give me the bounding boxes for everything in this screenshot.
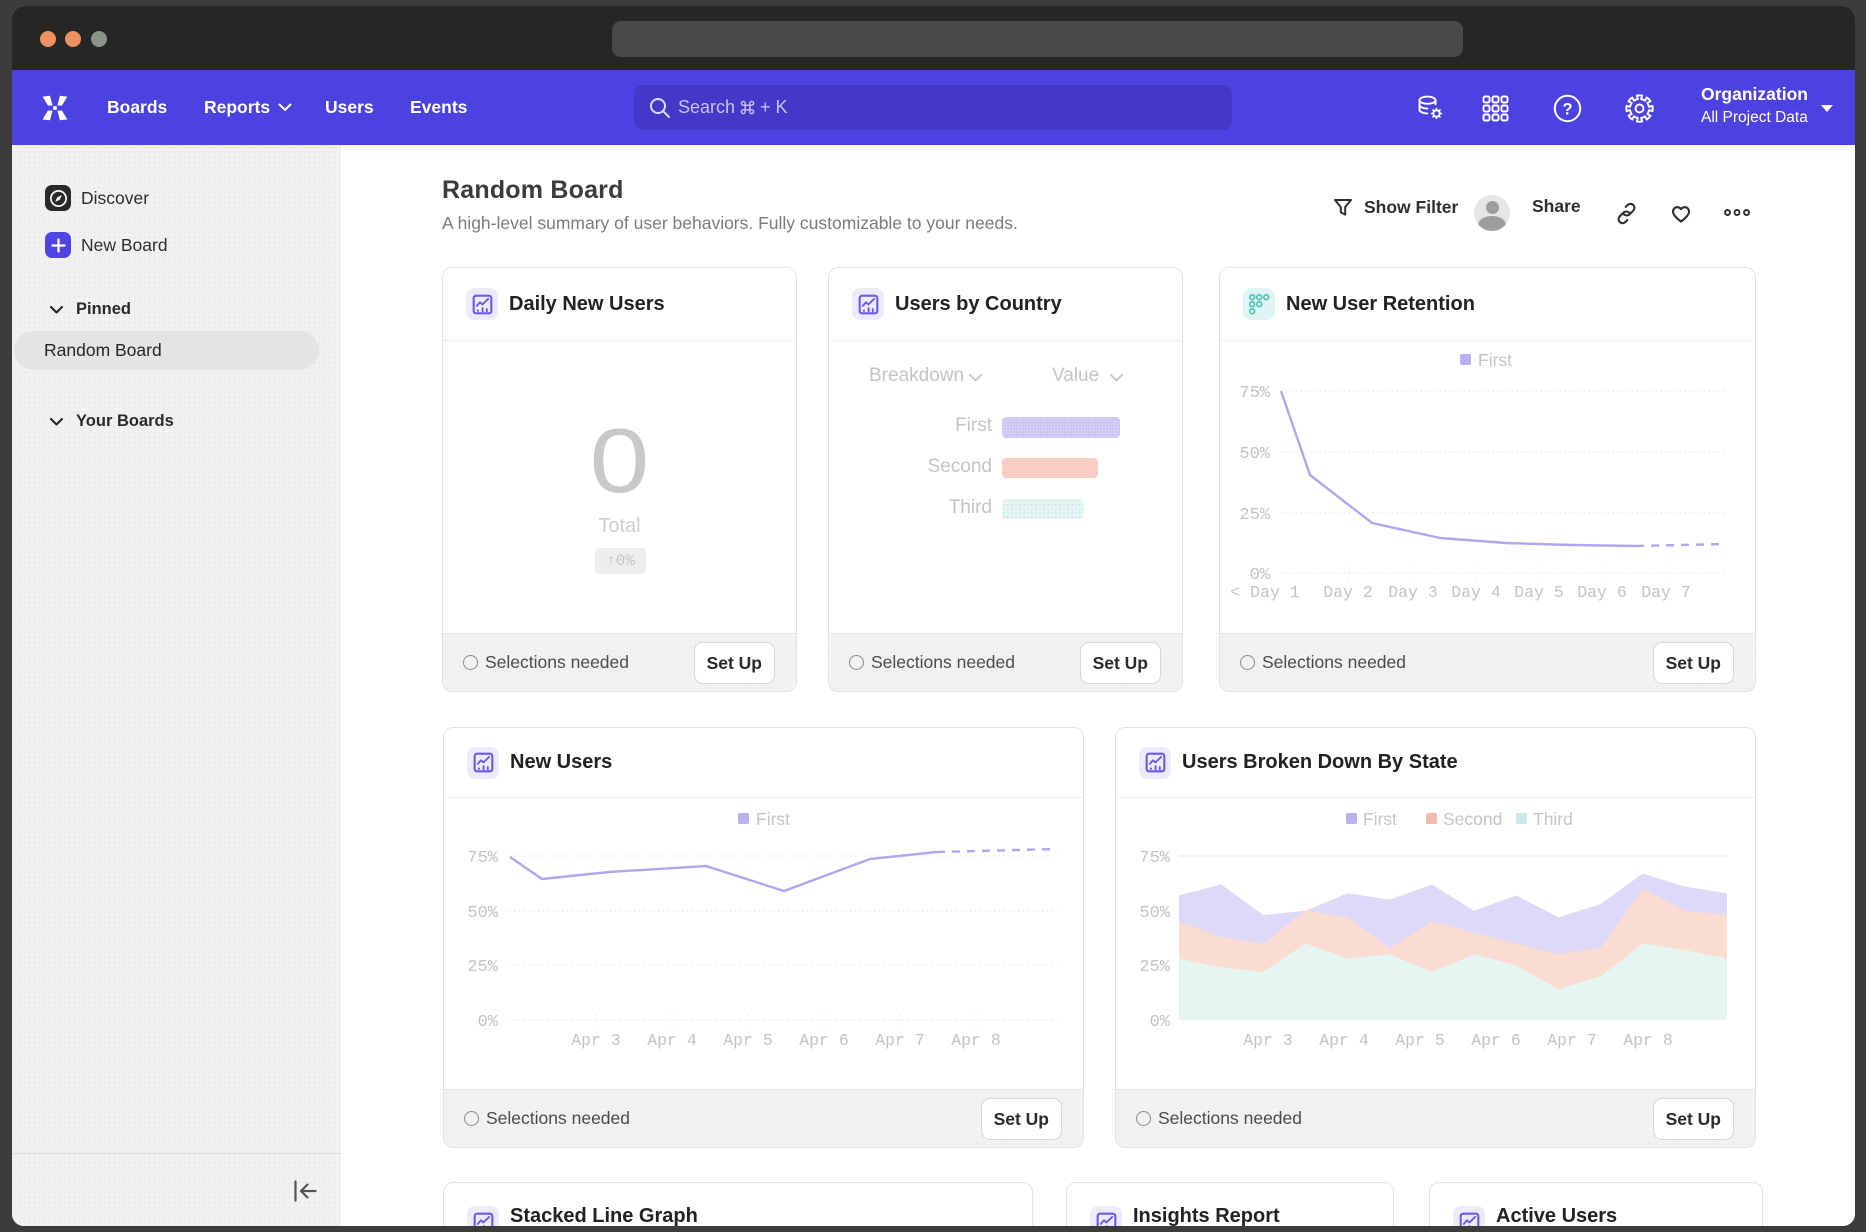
svg-text:Apr 5: Apr 5 bbox=[1395, 1031, 1445, 1050]
svg-text:Day 3: Day 3 bbox=[1388, 583, 1438, 602]
svg-text:Day 2: Day 2 bbox=[1323, 583, 1373, 602]
svg-text:50%: 50% bbox=[1139, 904, 1170, 923]
svg-text:0%: 0% bbox=[1250, 566, 1271, 585]
svg-text:Apr 7: Apr 7 bbox=[875, 1031, 925, 1050]
svg-text:First: First bbox=[1363, 809, 1397, 829]
svg-text:Day 4: Day 4 bbox=[1451, 583, 1501, 602]
svg-text:Apr 7: Apr 7 bbox=[1547, 1031, 1597, 1050]
svg-text:< Day 1: < Day 1 bbox=[1230, 583, 1299, 602]
svg-text:Apr 3: Apr 3 bbox=[1243, 1031, 1293, 1050]
svg-text:25%: 25% bbox=[467, 958, 498, 977]
svg-text:Apr 6: Apr 6 bbox=[1471, 1031, 1521, 1050]
svg-text:Apr 8: Apr 8 bbox=[951, 1031, 1001, 1050]
svg-text:25%: 25% bbox=[1139, 958, 1170, 977]
svg-text:Second: Second bbox=[1443, 809, 1502, 829]
svg-text:?: ? bbox=[1562, 101, 1572, 119]
svg-text:25%: 25% bbox=[1239, 506, 1270, 525]
svg-text:75%: 75% bbox=[1139, 849, 1170, 868]
svg-text:50%: 50% bbox=[467, 904, 498, 923]
svg-text:Day 5: Day 5 bbox=[1514, 583, 1564, 602]
svg-text:First: First bbox=[756, 809, 790, 829]
svg-text:Apr 4: Apr 4 bbox=[647, 1031, 697, 1050]
svg-text:Day 7: Day 7 bbox=[1641, 583, 1691, 602]
svg-text:0%: 0% bbox=[1150, 1013, 1171, 1032]
svg-text:Apr 8: Apr 8 bbox=[1623, 1031, 1673, 1050]
svg-text:50%: 50% bbox=[1239, 445, 1270, 464]
svg-text:Apr 3: Apr 3 bbox=[571, 1031, 621, 1050]
svg-text:75%: 75% bbox=[1239, 384, 1270, 403]
svg-text:Day 6: Day 6 bbox=[1577, 583, 1627, 602]
svg-text:Apr 6: Apr 6 bbox=[799, 1031, 849, 1050]
svg-text:0%: 0% bbox=[478, 1013, 499, 1032]
svg-text:Apr 4: Apr 4 bbox=[1319, 1031, 1369, 1050]
svg-text:First: First bbox=[1478, 350, 1512, 370]
svg-text:Third: Third bbox=[1533, 809, 1573, 829]
svg-text:75%: 75% bbox=[467, 849, 498, 868]
svg-text:Apr 5: Apr 5 bbox=[723, 1031, 773, 1050]
